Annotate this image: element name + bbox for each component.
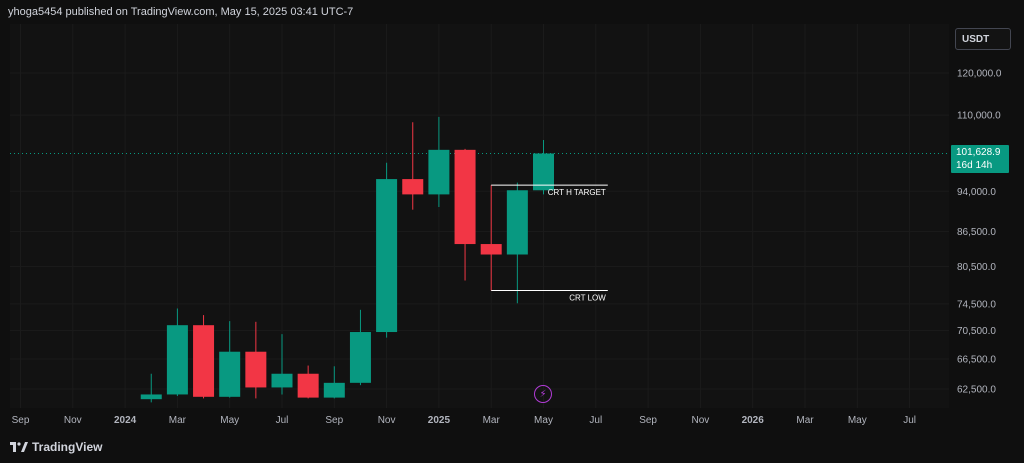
candle[interactable] <box>480 185 502 291</box>
candlestick-chart[interactable]: CRT H TARGET CRT LOW <box>10 24 949 408</box>
candle[interactable] <box>506 182 528 304</box>
candle-body <box>140 394 162 400</box>
brand-name: TradingView <box>32 440 103 454</box>
time-tick-label: Sep <box>325 415 343 426</box>
annotation-label: CRT H TARGET <box>548 188 606 197</box>
time-tick-label: Jul <box>276 415 289 426</box>
time-tick-label: Mar <box>483 415 501 426</box>
candle-body <box>349 332 371 383</box>
candle[interactable] <box>323 366 345 399</box>
candle-body <box>428 149 450 195</box>
chart-plot-area[interactable]: CRT H TARGET CRT LOW <box>10 24 949 408</box>
candle[interactable] <box>140 373 162 403</box>
candle[interactable] <box>271 334 293 395</box>
last-price-label: 101,628.9 16d 14h <box>951 145 1009 173</box>
candle-body <box>271 373 293 388</box>
candle[interactable] <box>376 162 398 338</box>
time-tick-label: Jul <box>589 415 602 426</box>
candle[interactable] <box>193 315 215 399</box>
candle-body <box>219 351 241 397</box>
price-tick-label: 62,500.0 <box>957 385 996 396</box>
candle[interactable] <box>219 321 241 398</box>
candle[interactable] <box>428 116 450 208</box>
time-tick-label: 2026 <box>742 415 765 426</box>
candle[interactable] <box>297 365 319 399</box>
time-tick-label: Sep <box>639 415 657 426</box>
time-tick-label: May <box>220 415 239 426</box>
price-tick-label: 80,500.0 <box>957 262 996 273</box>
price-tick-label: 110,000.0 <box>957 111 1001 122</box>
time-tick-label: Mar <box>796 415 814 426</box>
time-tick-label: Sep <box>12 415 30 426</box>
candle-body <box>506 190 528 255</box>
price-tick-label: 70,500.0 <box>957 326 996 337</box>
price-tick-label: 94,000.0 <box>957 187 996 198</box>
tradingview-logo-icon <box>10 442 28 452</box>
candle-body <box>323 382 345 398</box>
time-tick-label: May <box>534 415 553 426</box>
time-tick-label: Nov <box>64 415 82 426</box>
time-tick-label: May <box>848 415 867 426</box>
candle-body <box>376 179 398 333</box>
currency-button[interactable]: USDT <box>955 28 1011 50</box>
candle[interactable] <box>166 308 188 397</box>
candle-body <box>533 153 554 191</box>
last-price-countdown: 16d 14h <box>956 160 993 171</box>
price-axis[interactable]: 120,000.0 110,000.0 94,000.0 86,500.0 80,500… <box>949 24 1024 408</box>
annotation-label: CRT LOW <box>569 293 606 302</box>
time-tick-label: 2025 <box>428 415 451 426</box>
candle[interactable] <box>349 309 371 386</box>
candle[interactable] <box>533 139 554 195</box>
price-tick-label: 120,000.0 <box>957 69 1002 80</box>
time-axis-labels: Sep Nov 2024 Mar May Jul Sep Nov 2025 Mar May Jul Se… <box>12 415 916 426</box>
candle-body <box>166 325 188 395</box>
candle[interactable] <box>245 321 267 399</box>
candle[interactable] <box>402 122 424 210</box>
candle-body <box>480 244 502 255</box>
price-tick-label: 74,500.0 <box>957 299 996 310</box>
time-tick-label: 2024 <box>114 415 137 426</box>
time-tick-label: Jul <box>903 415 916 426</box>
candle-body <box>454 149 476 245</box>
candle-body <box>297 373 319 398</box>
tradingview-brand[interactable]: TradingView <box>10 440 102 454</box>
last-price-value: 101,628.9 <box>956 147 1001 158</box>
price-axis-labels: 120,000.0 110,000.0 94,000.0 86,500.0 80,500… <box>957 69 1002 396</box>
candle[interactable] <box>454 148 476 281</box>
time-tick-label: Nov <box>692 415 710 426</box>
publisher-header: yhoga5454 published on TradingView.com, … <box>8 6 354 18</box>
time-tick-label: Mar <box>169 415 187 426</box>
price-tick-label: 66,500.0 <box>957 354 996 365</box>
lightning-icon[interactable]: ⚡ <box>534 385 552 403</box>
candle-body <box>245 351 267 388</box>
candle-body <box>402 179 424 195</box>
time-tick-label: Nov <box>378 415 396 426</box>
price-tick-label: 86,500.0 <box>957 227 996 238</box>
time-axis[interactable]: Sep Nov 2024 Mar May Jul Sep Nov 2025 Mar May Jul Se… <box>0 408 949 432</box>
candle-body <box>193 325 215 397</box>
